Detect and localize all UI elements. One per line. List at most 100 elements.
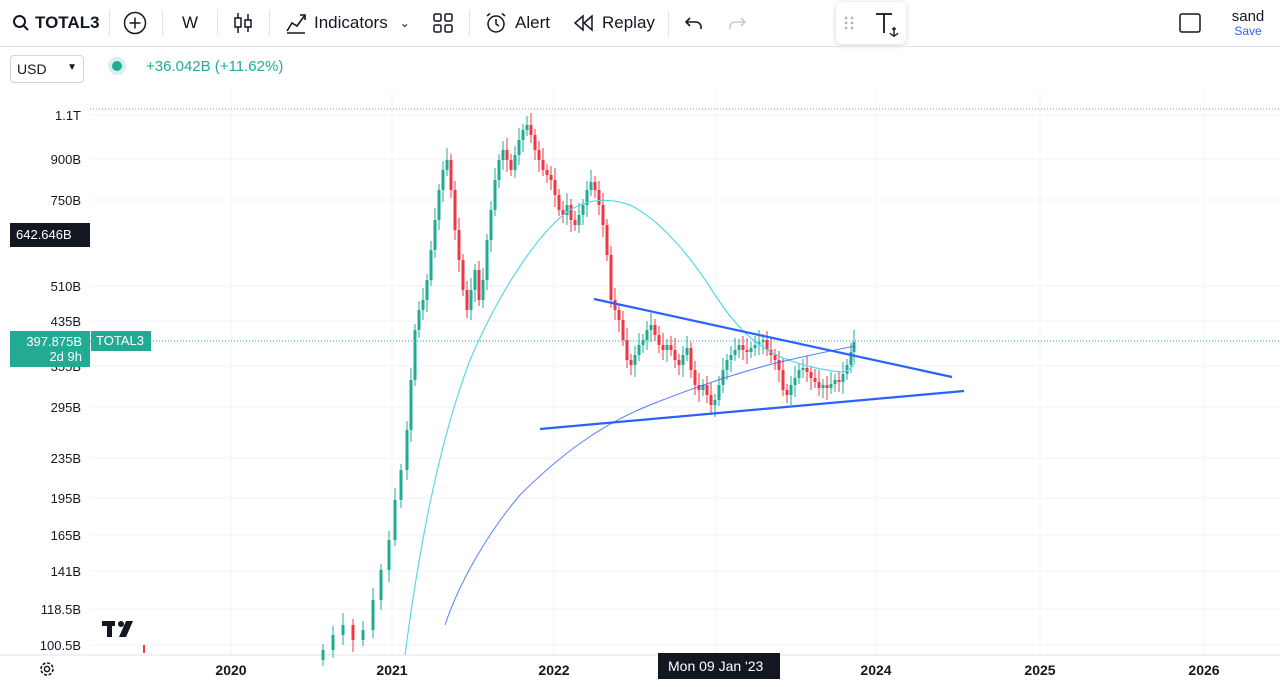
upper-trendline[interactable] bbox=[593, 297, 953, 379]
candle-body bbox=[721, 370, 725, 385]
candle-body bbox=[597, 190, 601, 205]
price-tick-label: 100.5B bbox=[40, 638, 81, 653]
candle-body bbox=[713, 400, 717, 405]
candle-body bbox=[549, 175, 553, 180]
crosshair-date-tag: Mon 09 Jan '23 bbox=[658, 653, 780, 679]
candle-body bbox=[581, 205, 585, 215]
layout-button[interactable] bbox=[432, 0, 454, 46]
candle-body bbox=[469, 290, 473, 310]
symbol-search[interactable]: TOTAL3 bbox=[12, 0, 100, 46]
candle-body bbox=[501, 150, 505, 160]
candle-body bbox=[745, 350, 749, 352]
price-tick-label: 510B bbox=[51, 279, 81, 294]
candle-body bbox=[529, 125, 533, 135]
candle-body bbox=[485, 240, 489, 280]
save-area[interactable]: sand Save bbox=[1222, 8, 1274, 38]
candle-body bbox=[641, 340, 645, 345]
candle-body bbox=[573, 220, 577, 225]
candle-body bbox=[697, 385, 701, 390]
chart-type-button[interactable] bbox=[232, 0, 254, 46]
alert-button[interactable]: Alert bbox=[484, 0, 550, 46]
candle-body bbox=[351, 625, 355, 640]
candle-body bbox=[737, 345, 741, 350]
candle-body bbox=[841, 374, 845, 382]
candle-body bbox=[757, 342, 761, 345]
overlays bbox=[404, 199, 965, 656]
plus-circle-icon bbox=[123, 11, 147, 35]
candle-body bbox=[829, 384, 833, 388]
candle-body bbox=[453, 190, 457, 230]
interval-button[interactable]: W bbox=[182, 0, 198, 46]
price-tick-label: 141B bbox=[51, 564, 81, 579]
candle-body bbox=[765, 340, 769, 350]
candle-body bbox=[331, 635, 335, 650]
currency-select[interactable]: USD ▼ bbox=[10, 55, 84, 83]
candle-body bbox=[441, 170, 445, 190]
text-anchor-icon[interactable] bbox=[874, 11, 902, 39]
candle-body bbox=[541, 160, 545, 170]
candle-body bbox=[565, 205, 569, 215]
candle-body bbox=[465, 290, 469, 310]
top-toolbar: TOTAL3 W Indicators ⌄ Alert Replay sand bbox=[0, 0, 1280, 46]
chevron-down-icon: ▼ bbox=[67, 62, 77, 73]
candle-body bbox=[621, 320, 625, 340]
lower-trendline[interactable] bbox=[539, 389, 965, 431]
undo-button[interactable] bbox=[684, 0, 704, 46]
candle-body bbox=[845, 365, 849, 374]
price-tick-label: 195B bbox=[51, 491, 81, 506]
candle-body bbox=[561, 210, 565, 215]
candle-body bbox=[661, 345, 665, 350]
time-tick-label: 2026 bbox=[1188, 662, 1219, 678]
redo-icon bbox=[729, 17, 747, 29]
candle-body bbox=[673, 350, 677, 360]
price-tick-label: 235B bbox=[51, 451, 81, 466]
user-name: sand bbox=[1231, 8, 1265, 25]
candle-body bbox=[681, 355, 685, 365]
candle-body bbox=[387, 540, 391, 570]
candle-body bbox=[689, 348, 693, 370]
time-tick-label: 2022 bbox=[538, 662, 569, 678]
candle-body bbox=[717, 385, 721, 400]
candle-body bbox=[805, 368, 809, 372]
time-tick-label: 2024 bbox=[860, 662, 891, 678]
candle-body bbox=[741, 345, 745, 350]
time-axis[interactable]: 2020 2021 2022 2024 2025 2026 bbox=[215, 662, 1219, 678]
candle-body bbox=[637, 345, 641, 355]
candle-body bbox=[653, 325, 657, 335]
grid bbox=[0, 90, 1280, 656]
price-tick-label: 118.5B bbox=[41, 602, 81, 617]
rewind-icon bbox=[573, 14, 593, 32]
floating-drawing-toolbar[interactable] bbox=[836, 2, 906, 44]
indicators-button[interactable]: Indicators ⌄ bbox=[284, 0, 410, 46]
price-axis[interactable]: 1.1T900B750B510B435B355B295B235B195B165B… bbox=[40, 108, 81, 653]
time-tick-label: 2021 bbox=[376, 662, 407, 678]
price-tick-label: 1.1T bbox=[55, 108, 81, 123]
candle-body bbox=[633, 355, 637, 365]
candle-body bbox=[505, 150, 509, 160]
candle-body bbox=[852, 342, 856, 352]
undo-icon bbox=[684, 17, 702, 29]
chevron-down-icon: ⌄ bbox=[399, 16, 410, 30]
last-price-tag: 397.875B 2d 9h bbox=[10, 331, 90, 367]
fullscreen-button[interactable] bbox=[1178, 0, 1202, 46]
compare-button[interactable] bbox=[123, 0, 147, 46]
candle-body bbox=[817, 382, 821, 388]
candle-body bbox=[589, 182, 593, 190]
toolbar-divider bbox=[0, 46, 1280, 47]
candle-body bbox=[361, 630, 365, 640]
candle-body bbox=[613, 300, 617, 310]
alarm-clock-icon bbox=[486, 12, 506, 33]
candle-body bbox=[729, 355, 733, 360]
countdown: 2d 9h bbox=[49, 349, 82, 364]
square-icon bbox=[1179, 13, 1201, 33]
candle-body bbox=[617, 310, 621, 320]
candle-body bbox=[625, 340, 629, 360]
time-tick-label: 2020 bbox=[215, 662, 246, 678]
drag-handle-icon[interactable] bbox=[844, 15, 854, 31]
replay-button[interactable]: Replay bbox=[573, 0, 655, 46]
redo-button[interactable] bbox=[727, 0, 747, 46]
gear-icon[interactable] bbox=[38, 660, 56, 678]
candle-body bbox=[489, 210, 493, 240]
market-status-dot bbox=[112, 61, 122, 71]
